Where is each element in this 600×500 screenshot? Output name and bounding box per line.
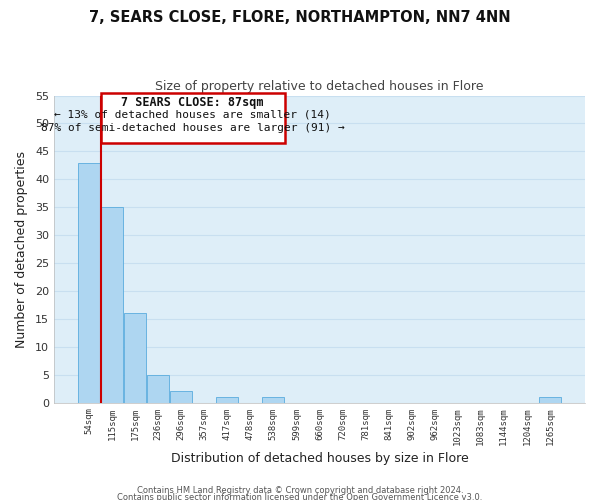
Text: 7 SEARS CLOSE: 87sqm: 7 SEARS CLOSE: 87sqm: [121, 96, 264, 108]
Text: Contains public sector information licensed under the Open Government Licence v3: Contains public sector information licen…: [118, 494, 482, 500]
Text: Contains HM Land Registry data © Crown copyright and database right 2024.: Contains HM Land Registry data © Crown c…: [137, 486, 463, 495]
X-axis label: Distribution of detached houses by size in Flore: Distribution of detached houses by size …: [170, 452, 469, 465]
Bar: [170, 392, 192, 402]
Title: Size of property relative to detached houses in Flore: Size of property relative to detached ho…: [155, 80, 484, 93]
Text: 7, SEARS CLOSE, FLORE, NORTHAMPTON, NN7 4NN: 7, SEARS CLOSE, FLORE, NORTHAMPTON, NN7 …: [89, 10, 511, 25]
Bar: [539, 397, 561, 402]
Y-axis label: Number of detached properties: Number of detached properties: [15, 150, 28, 348]
Bar: [147, 374, 169, 402]
Text: 87% of semi-detached houses are larger (91) →: 87% of semi-detached houses are larger (…: [41, 124, 344, 134]
Text: ← 13% of detached houses are smaller (14): ← 13% of detached houses are smaller (14…: [55, 110, 331, 120]
Bar: [262, 397, 284, 402]
Bar: [78, 162, 100, 402]
Bar: [101, 207, 123, 402]
FancyBboxPatch shape: [101, 93, 285, 143]
Bar: [124, 314, 146, 402]
Bar: [217, 397, 238, 402]
